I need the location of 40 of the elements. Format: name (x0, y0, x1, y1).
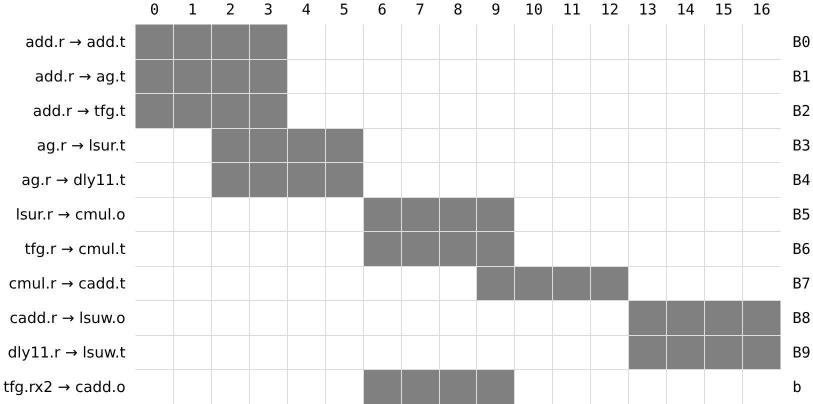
y2-tick-label: B8 (792, 309, 811, 328)
x-tick-label: 8 (453, 0, 463, 18)
y-tick-label: dly11.r → lsuw.t (8, 344, 126, 362)
y2-tick-label: B1 (792, 67, 811, 86)
y-tick-label: tfg.r → cmul.t (24, 240, 126, 258)
x-tick-label: 3 (264, 0, 273, 18)
x-tick-label: 16 (752, 0, 771, 18)
y-tick-label: cadd.r → lsuw.o (10, 309, 126, 328)
y2-tick-label: B6 (792, 240, 811, 258)
x-tick-label: 6 (378, 0, 387, 18)
y-tick-label: ag.r → dly11.t (21, 170, 126, 189)
x-tick-label: 11 (562, 0, 581, 18)
y2-tick-label: B0 (792, 32, 811, 51)
y-tick-label: lsur.r → cmul.o (16, 206, 126, 224)
x-tick-label: 2 (226, 0, 235, 18)
x-tick-label: 13 (638, 0, 657, 18)
y2-tick-label: B4 (792, 170, 811, 189)
x-tick-label: 1 (188, 0, 197, 18)
x-tick-label: 7 (416, 0, 425, 18)
bar (363, 370, 515, 404)
y-tick-label: add.r → tfg.t (32, 102, 126, 120)
y-tick-label: ag.r → lsur.t (36, 136, 126, 154)
y2-tick-label: B9 (792, 344, 811, 362)
y2-tick-label: B7 (792, 274, 811, 293)
y2-tick-label: B5 (792, 206, 811, 224)
x-tick-label: 15 (714, 0, 733, 18)
x-tick-label: 10 (524, 0, 543, 18)
y2-tick-label: B2 (792, 102, 811, 120)
y2-tick-label: b (792, 378, 802, 396)
y-tick-label: add.r → add.t (25, 32, 126, 51)
x-tick-label: 12 (600, 0, 619, 18)
x-tick-label: 5 (340, 0, 349, 18)
y-tick-label: tfg.rx2 → cadd.o (3, 378, 126, 396)
y2-tick-label: B3 (792, 136, 811, 154)
x-tick-label: 9 (491, 0, 500, 18)
y-tick-label: cmul.r → cadd.t (8, 274, 126, 293)
x-tick-label: 4 (302, 0, 311, 18)
x-tick-label: 0 (150, 0, 159, 18)
y-tick-label: add.r → ag.t (34, 67, 126, 86)
x-tick-label: 14 (676, 0, 695, 18)
